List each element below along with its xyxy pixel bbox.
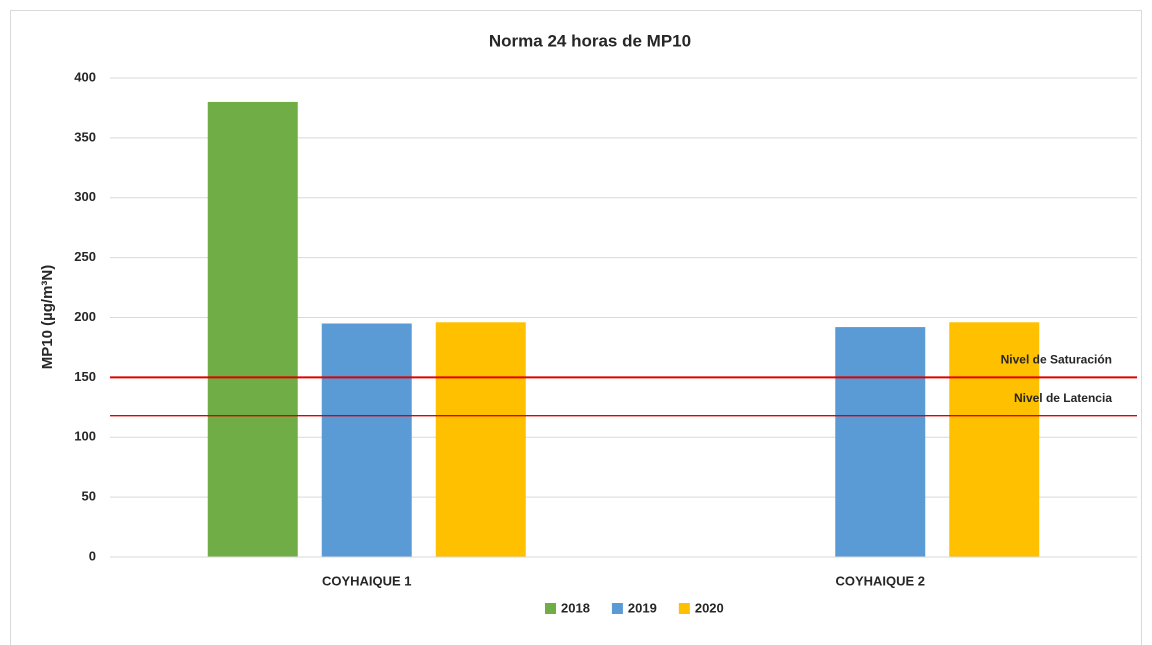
legend-label: 2018 bbox=[561, 600, 590, 615]
reference-label: Nivel de Latencia bbox=[1014, 391, 1112, 405]
y-tick-label: 300 bbox=[74, 189, 96, 204]
reference-label: Nivel de Saturación bbox=[1001, 353, 1112, 367]
y-axis-label: MP10 (µg/m³N) bbox=[39, 265, 56, 369]
y-tick-label: 50 bbox=[82, 489, 96, 504]
bar bbox=[207, 101, 298, 557]
y-tick-label: 350 bbox=[74, 129, 96, 144]
bar bbox=[835, 327, 926, 557]
bar bbox=[321, 323, 412, 557]
legend-swatch bbox=[678, 603, 690, 614]
legend-label: 2020 bbox=[695, 600, 724, 615]
y-tick-label: 200 bbox=[74, 309, 96, 324]
y-tick-label: 400 bbox=[74, 69, 96, 84]
legend-label: 2019 bbox=[628, 600, 657, 615]
y-tick-label: 0 bbox=[89, 548, 96, 563]
y-tick-label: 150 bbox=[74, 369, 96, 384]
bar bbox=[435, 322, 526, 557]
chart-title: Norma 24 horas de MP10 bbox=[489, 31, 691, 50]
legend-swatch bbox=[611, 603, 623, 614]
y-tick-label: 100 bbox=[74, 429, 96, 444]
bar bbox=[949, 322, 1040, 557]
y-tick-label: 250 bbox=[74, 249, 96, 264]
x-tick-label: COYHAIQUE 1 bbox=[322, 573, 412, 588]
x-tick-label: COYHAIQUE 2 bbox=[835, 573, 925, 588]
legend-swatch bbox=[545, 603, 556, 614]
